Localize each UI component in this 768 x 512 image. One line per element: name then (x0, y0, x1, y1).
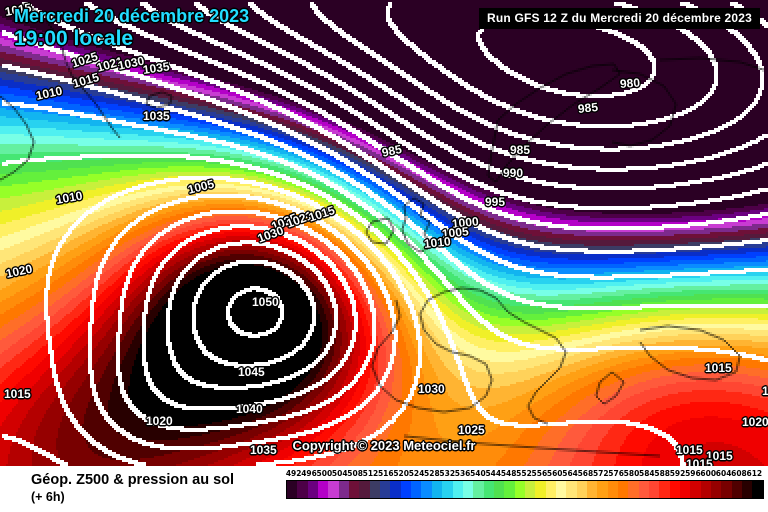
colorbar-swatch (628, 481, 639, 498)
colorbar-swatch (369, 481, 381, 498)
colorbar-swatch (307, 481, 319, 498)
colorbar-tick: 564 (562, 469, 578, 478)
colorbar-swatch (473, 481, 484, 498)
colorbar-swatch (586, 481, 598, 498)
colorbar-swatch (700, 481, 712, 498)
geopotential-pressure-field (0, 0, 768, 466)
colorbar-swatches (286, 480, 764, 499)
colorbar-swatch (566, 481, 577, 498)
map-footer: Géop. Z500 & pression au sol (+ 6h) 492 4… (0, 466, 768, 512)
colorbar-swatch (731, 481, 743, 498)
colorbar-swatch (535, 481, 546, 498)
colorbar-tick: 572 (592, 469, 609, 478)
colorbar-tick: 524 (408, 469, 425, 478)
colorbar-swatch (349, 481, 360, 498)
colorbar-tick-labels: 492 496 500 504 508 512 516 520 524 528 532 536 540 5… (286, 469, 762, 480)
colorbar-swatch (649, 481, 660, 498)
colorbar-swatch (462, 481, 474, 498)
colorbar-tick: 536 (454, 469, 471, 478)
colorbar-swatch (421, 481, 432, 498)
field-caption: Géop. Z500 & pression au sol (31, 472, 235, 488)
colorbar-swatch (607, 481, 618, 498)
colorbar-swatch (483, 481, 494, 498)
colorbar-tick: 520 (393, 469, 409, 478)
colorbar-tick: 560 (546, 469, 563, 478)
colorbar-tick: 612 (746, 469, 763, 478)
colorbar-swatch (711, 481, 722, 498)
colorbar-swatch (338, 481, 350, 498)
colorbar-swatch (576, 481, 587, 498)
colorbar-swatch (442, 481, 453, 498)
colorbar-tick: 580 (623, 469, 640, 478)
colorbar-swatch (431, 481, 443, 498)
colorbar-swatch (390, 481, 401, 498)
colorbar-swatch (328, 481, 339, 498)
colorbar-swatch (504, 481, 515, 498)
colorbar-tick: 592 (669, 469, 686, 478)
colorbar-tick: 588 (654, 469, 671, 478)
colorbar-swatch (555, 481, 567, 498)
colorbar-swatch (638, 481, 650, 498)
colorbar-swatch (690, 481, 701, 498)
colorbar-swatch (680, 481, 691, 498)
colorbar-tick: 608 (731, 469, 747, 478)
colorbar-swatch (524, 481, 536, 498)
colorbar-tick: 568 (577, 469, 594, 478)
colorbar: 492 496 500 504 508 512 516 520 524 528 532 536 540 5… (286, 469, 764, 499)
colorbar-swatch (380, 481, 391, 498)
colorbar-tick: 604 (715, 469, 732, 478)
footer-caption: Géop. Z500 & pression au sol (+ 6h) (31, 472, 234, 506)
colorbar-swatch (597, 481, 608, 498)
colorbar-tick: 552 (516, 469, 532, 478)
colorbar-swatch (659, 481, 670, 498)
colorbar-tick: 516 (377, 469, 394, 478)
colorbar-swatch (287, 481, 298, 498)
colorbar-swatch (297, 481, 308, 498)
colorbar-swatch (669, 481, 681, 498)
colorbar-swatch (493, 481, 505, 498)
model-run-banner: Run GFS 12 Z du Mercredi 20 décembre 202… (479, 8, 760, 29)
colorbar-swatch (318, 481, 329, 498)
colorbar-swatch (359, 481, 370, 498)
colorbar-tick: 584 (639, 469, 655, 478)
colorbar-tick: 492 (285, 469, 302, 478)
colorbar-tick: 596 (685, 469, 701, 478)
colorbar-tick: 576 (608, 469, 624, 478)
colorbar-swatch (721, 481, 732, 498)
colorbar-swatch (400, 481, 412, 498)
weather-map[interactable]: 1015 1025 1021 1030 1035 1015 1010 1035 980 985 98… (0, 0, 768, 466)
colorbar-tick: 512 (362, 469, 379, 478)
colorbar-tick: 600 (700, 469, 717, 478)
colorbar-tick: 496 (301, 469, 317, 478)
colorbar-tick: 556 (531, 469, 548, 478)
colorbar-tick: 504 (331, 469, 348, 478)
colorbar-tick: 544 (485, 469, 502, 478)
colorbar-tick: 540 (470, 469, 486, 478)
copyright-notice: Copyright © 2023 Meteociel.fr (292, 438, 476, 453)
colorbar-swatch (514, 481, 525, 498)
lead-time-label: (+ 6h) (31, 490, 65, 504)
colorbar-swatch (452, 481, 463, 498)
colorbar-tick: 532 (439, 469, 456, 478)
colorbar-tick: 500 (316, 469, 333, 478)
colorbar-swatch (742, 481, 753, 498)
colorbar-swatch (752, 481, 763, 498)
colorbar-swatch (545, 481, 556, 498)
colorbar-tick: 528 (424, 469, 440, 478)
colorbar-tick: 508 (347, 469, 363, 478)
colorbar-swatch (411, 481, 422, 498)
colorbar-tick: 548 (500, 469, 517, 478)
colorbar-swatch (618, 481, 629, 498)
